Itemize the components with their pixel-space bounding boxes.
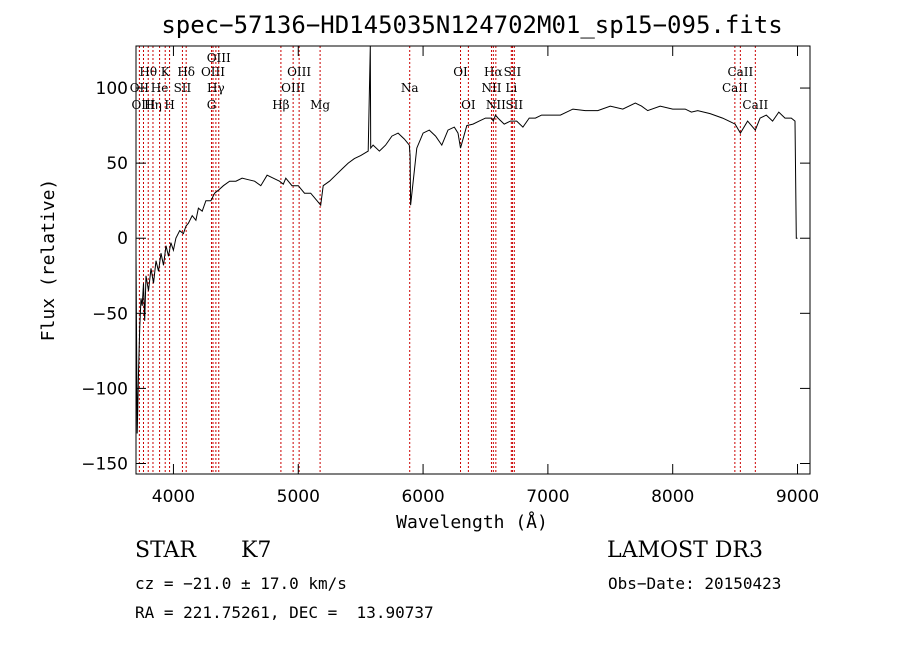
x-tick-label: 7000: [526, 487, 569, 507]
y-tick-label: −50: [92, 304, 128, 324]
line-marker-label: OIII: [287, 65, 311, 79]
line-marker-label: NII: [481, 81, 501, 95]
x-tick-label: 5000: [277, 487, 320, 507]
line-marker-label: CaII: [722, 81, 748, 95]
chart-title: spec−57136−HD145035N124702M01_sp15−095.f…: [161, 11, 782, 39]
line-marker-label: Hα: [484, 65, 503, 79]
line-marker-label: OIII: [131, 98, 155, 112]
line-marker-label: NII: [486, 98, 506, 112]
line-marker-label: Hθ: [139, 65, 157, 79]
x-tick-label: 9000: [776, 487, 819, 507]
y-tick-label: −100: [81, 379, 128, 399]
line-marker-label: CaII: [742, 98, 768, 112]
line-marker-label: He: [151, 81, 169, 95]
x-axis: 4000 5000 6000 7000 8000 9000: [152, 46, 819, 507]
line-marker-label: Hδ: [177, 65, 195, 79]
y-axis-label: Flux (relative): [38, 179, 59, 342]
line-marker-label: G: [207, 98, 217, 112]
line-marker-label: SII: [505, 98, 523, 112]
subclass: K7: [241, 538, 272, 563]
line-marker-label: K: [161, 65, 171, 79]
y-tick-label: 0: [117, 229, 128, 249]
line-marker-label: CaII: [727, 65, 753, 79]
obs-date: Obs−Date: 20150423: [608, 574, 782, 593]
plot-frame: [135, 45, 811, 475]
y-tick-label: 50: [106, 154, 128, 174]
coordinates: RA = 221.75261, DEC = 13.90737: [135, 603, 434, 622]
line-marker-label: OIII: [201, 65, 225, 79]
object-class: STAR: [135, 538, 196, 563]
redshift-value: cz = −21.0 ± 17.0 km/s: [135, 574, 347, 593]
spectrum-line: [135, 45, 798, 434]
line-marker-label: H: [164, 98, 174, 112]
line-marker-label: Hη: [144, 98, 162, 112]
survey-name: LAMOST DR3: [607, 538, 763, 563]
x-tick-label: 6000: [401, 487, 444, 507]
line-marker-label: OIII: [281, 81, 305, 95]
line-marker-label: Na: [401, 81, 419, 95]
y-axis: −150 −100 −50 0 50 100: [81, 79, 810, 474]
y-tick-label: 100: [96, 79, 128, 99]
x-axis-label: Wavelength (Å): [396, 511, 548, 533]
line-marker-label: OI: [461, 98, 476, 112]
line-marker-label: Li: [505, 81, 517, 95]
line-marker-label: SII: [504, 65, 522, 79]
line-marker-label: Hβ: [272, 98, 289, 112]
line-marker-label: SII: [174, 81, 192, 95]
line-marker-label: Mg: [310, 98, 330, 112]
line-marker-label: OIII: [207, 51, 231, 65]
y-tick-label: −150: [81, 454, 128, 474]
line-marker-label: Hγ: [207, 81, 225, 95]
x-tick-label: 4000: [152, 487, 195, 507]
x-tick-label: 8000: [651, 487, 694, 507]
line-marker-label: OI: [453, 65, 468, 79]
